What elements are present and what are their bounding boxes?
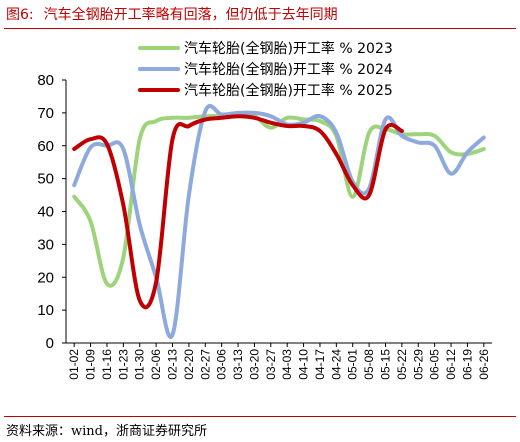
x-tick-label: 04-17 [313,349,327,380]
chart-series [72,104,486,340]
y-tick-label: 10 [37,302,54,319]
x-tick-label: 02-27 [198,349,212,380]
series-line-3 [72,114,404,310]
x-tick-label: 04-24 [329,349,343,380]
x-tick-label: 03-13 [231,349,245,380]
legend-label-2: 汽车轮胎(全钢胎)开工率 % 2024 [184,61,393,78]
x-tick-label: 02-13 [166,349,180,380]
x-tick-label: 06-12 [444,349,458,380]
x-tick-label: 05-29 [411,349,425,380]
series-line-2 [72,104,486,340]
y-tick-label: 70 [37,105,54,122]
figure-number: 图6: [6,7,34,23]
x-tick-label: 06-05 [428,349,442,380]
x-tick-label: 01-02 [67,349,81,380]
title-rule [4,28,516,29]
y-tick-label: 40 [37,204,54,221]
x-tick-label: 01-16 [100,349,114,380]
legend-label-3: 汽车轮胎(全钢胎)开工率 % 2025 [184,82,393,99]
x-tick-label: 06-19 [460,349,474,380]
x-tick-label: 05-15 [379,349,393,380]
x-tick-label: 04-03 [280,349,294,380]
x-tick-label: 03-27 [264,349,278,380]
chart-legend: 汽车轮胎(全钢胎)开工率 % 2023 汽车轮胎(全钢胎)开工率 % 2024 汽车… [138,40,393,99]
x-tick-label: 06-26 [477,349,491,380]
y-tick-label: 30 [37,236,54,253]
x-tick-label: 01-23 [116,349,130,380]
figure-title: 图6: 汽车全钢胎开工率略有回落，但仍低于去年同期 [6,4,338,24]
source-rule [4,416,516,417]
y-tick-label: 60 [37,138,54,155]
x-tick-label: 05-01 [346,349,360,380]
y-tick-label: 50 [37,171,54,188]
y-axis-ticks: 0 10 20 30 40 50 60 70 80 [37,72,66,352]
x-tick-label: 03-06 [215,349,229,380]
x-tick-label: 04-10 [297,349,311,380]
figure-title-text: 汽车全钢胎开工率略有回落，但仍低于去年同期 [43,7,338,23]
y-tick-label: 0 [46,335,54,352]
y-tick-label: 20 [37,269,54,286]
y-tick-label: 80 [37,72,54,89]
x-tick-label: 02-06 [149,349,163,380]
x-tick-label: 05-08 [362,349,376,380]
x-tick-label: 01-30 [133,349,147,380]
x-tick-label: 03-20 [247,349,261,380]
x-tick-label: 05-22 [395,349,409,380]
legend-label-1: 汽车轮胎(全钢胎)开工率 % 2023 [184,40,393,57]
x-axis-ticks: 01-02 01-09 01-16 01-23 01-30 02-06 02-13 02-20… [67,343,491,380]
source-note: 资料来源：wind，浙商证券研究所 [6,424,207,439]
x-tick-label: 02-20 [182,349,196,380]
x-tick-label: 01-09 [84,349,98,380]
